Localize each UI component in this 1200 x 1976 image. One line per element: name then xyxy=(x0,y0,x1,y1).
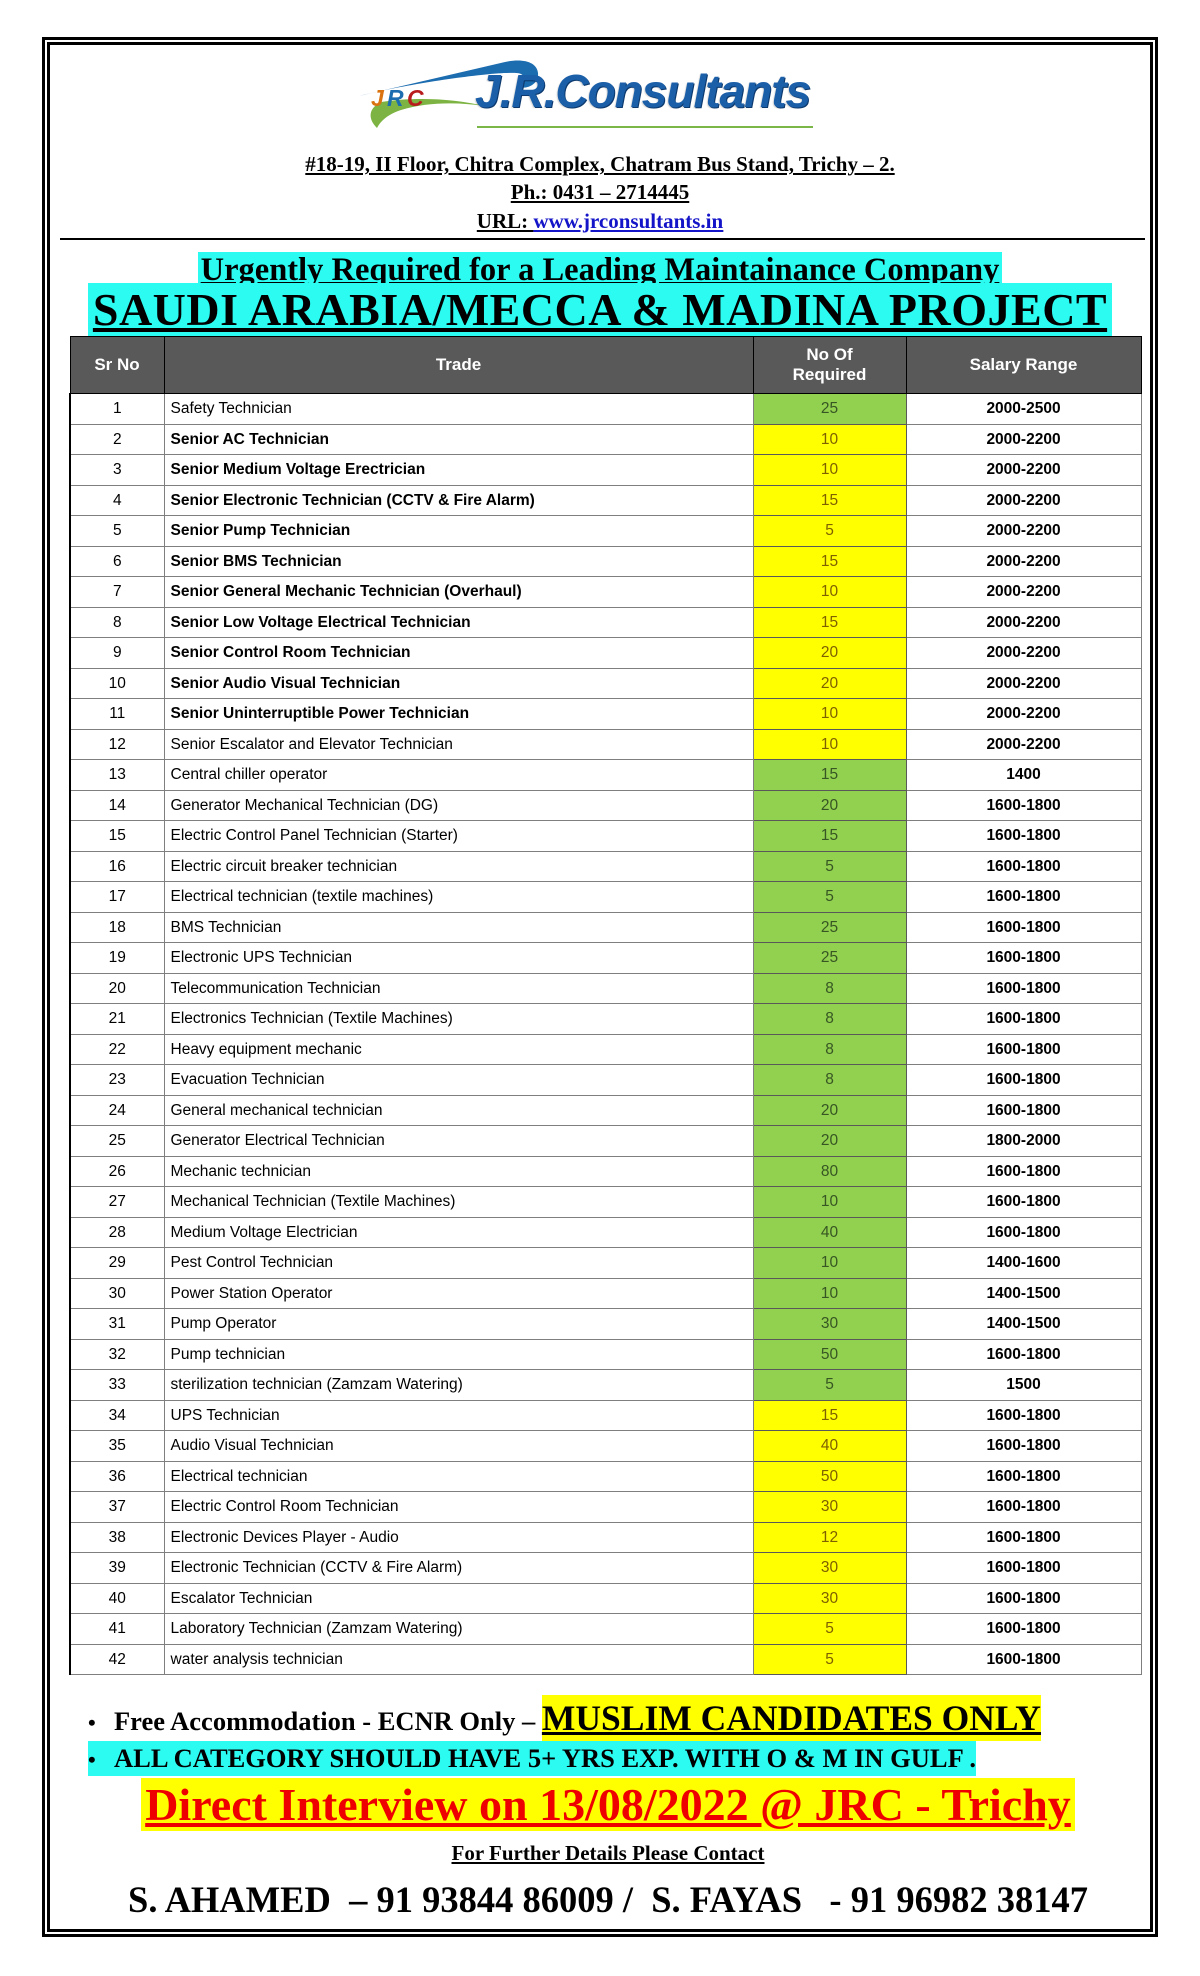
svg-text:R: R xyxy=(387,85,404,111)
svg-text:C: C xyxy=(407,85,424,111)
svg-text:J: J xyxy=(371,85,385,111)
